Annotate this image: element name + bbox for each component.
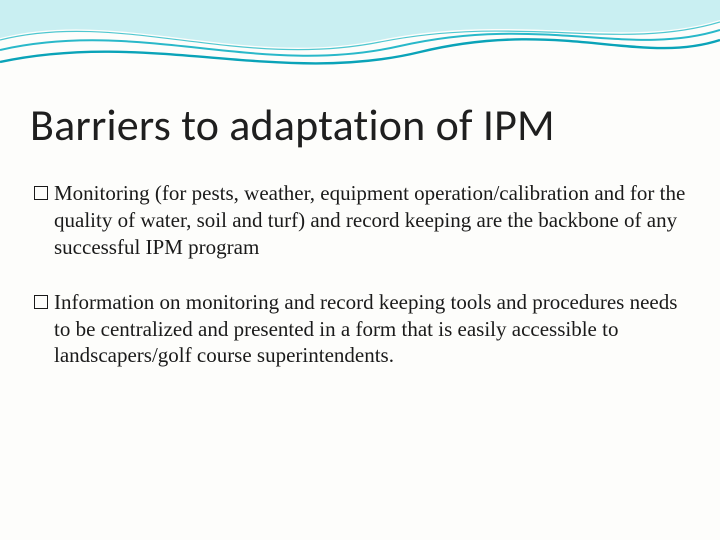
- bullet-text: Monitoring (for pests, weather, equipmen…: [54, 180, 686, 261]
- bullet-marker-icon: [34, 295, 48, 309]
- decorative-wave: [0, 0, 720, 90]
- slide-title: Barriers to adaptation of IPM: [30, 98, 555, 152]
- slide: Barriers to adaptation of IPM Monitoring…: [0, 0, 720, 540]
- bullet-marker-icon: [34, 186, 48, 200]
- slide-body: Monitoring (for pests, weather, equipmen…: [34, 180, 686, 397]
- bullet-text: Information on monitoring and record kee…: [54, 289, 686, 370]
- bullet-item: Information on monitoring and record kee…: [34, 289, 686, 370]
- bullet-item: Monitoring (for pests, weather, equipmen…: [34, 180, 686, 261]
